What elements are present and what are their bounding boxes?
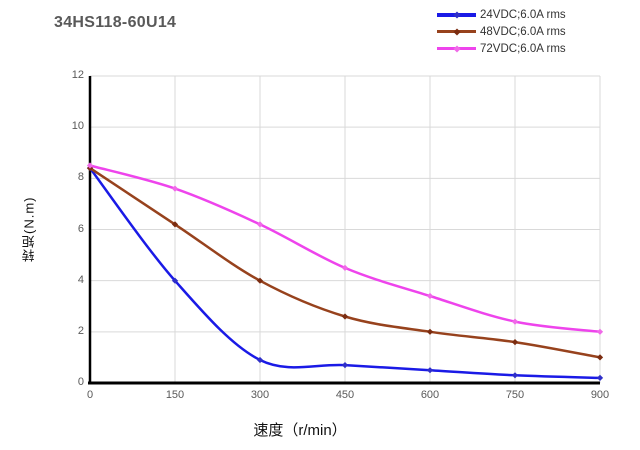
- x-tick-label: 450: [335, 389, 355, 401]
- legend-line-swatch: [437, 10, 476, 19]
- data-point-marker: [426, 367, 434, 374]
- legend-marker-icon: [452, 44, 461, 53]
- x-tick-label: 0: [86, 389, 94, 401]
- x-tick-label: 150: [165, 389, 185, 401]
- data-point-marker: [256, 356, 264, 364]
- data-point-marker: [341, 264, 349, 272]
- x-tick-label: 900: [590, 389, 610, 401]
- legend-item: 48VDC;6.0A rms: [437, 23, 566, 40]
- data-point-marker: [511, 372, 519, 379]
- legend-marker-icon: [452, 27, 461, 36]
- legend-marker-icon: [452, 10, 461, 19]
- y-tick-label: 12: [71, 69, 84, 81]
- chart-title: 34HS118-60U14: [54, 14, 177, 31]
- data-point-marker: [341, 313, 349, 320]
- data-point-marker: [511, 338, 519, 346]
- legend-item: 24VDC;6.0A rms: [437, 6, 566, 23]
- data-point-marker: [596, 328, 604, 335]
- plot-area: [86, 75, 604, 385]
- y-tick-label: 10: [71, 120, 84, 133]
- data-point-marker: [596, 354, 604, 361]
- data-point-marker: [341, 361, 349, 369]
- y-axis-title: 转矩(N.m): [21, 196, 37, 263]
- data-point-marker: [511, 318, 519, 325]
- legend-line-swatch: [437, 44, 476, 53]
- legend-item: 72VDC;6.0A rms: [437, 40, 566, 57]
- y-tick-label: 4: [77, 273, 84, 286]
- y-tick-label: 0: [77, 376, 84, 388]
- data-point-marker: [171, 185, 179, 192]
- y-tick-label: 2: [77, 324, 84, 337]
- plot-svg: [86, 75, 604, 385]
- data-point-marker: [256, 221, 264, 228]
- legend-label: 48VDC;6.0A rms: [480, 25, 566, 38]
- legend-label: 72VDC;6.0A rms: [480, 42, 566, 55]
- legend: 24VDC;6.0A rms 48VDC;6.0A rms 72VDC;6.0A…: [437, 6, 566, 57]
- x-tick-label: 300: [250, 389, 270, 401]
- data-point-marker: [596, 374, 604, 382]
- y-tick-label: 6: [77, 222, 84, 235]
- data-point-marker: [171, 221, 179, 228]
- legend-label: 24VDC;6.0A rms: [480, 8, 566, 21]
- data-point-marker: [426, 292, 434, 300]
- x-axis-title: 速度（r/min）: [253, 422, 347, 439]
- data-point-marker: [426, 328, 434, 335]
- x-tick-label: 750: [505, 389, 525, 401]
- y-tick-label: 8: [77, 171, 84, 184]
- legend-line-swatch: [437, 27, 476, 36]
- x-tick-label: 600: [420, 389, 440, 401]
- data-point-marker: [86, 162, 94, 169]
